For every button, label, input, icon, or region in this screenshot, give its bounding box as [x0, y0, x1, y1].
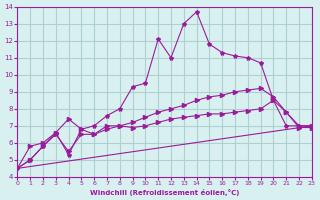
- X-axis label: Windchill (Refroidissement éolien,°C): Windchill (Refroidissement éolien,°C): [90, 189, 239, 196]
